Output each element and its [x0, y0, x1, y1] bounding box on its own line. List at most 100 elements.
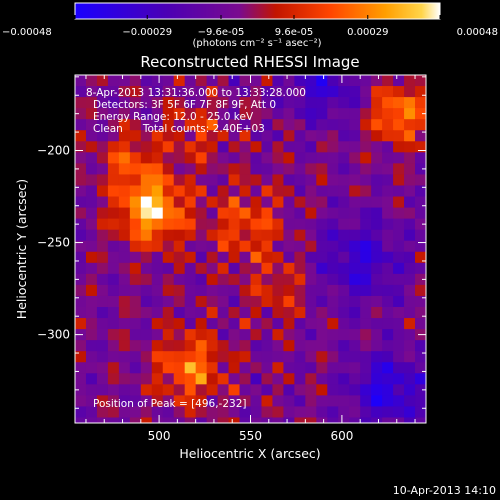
- heatmap-cell: [272, 318, 285, 330]
- heatmap-cell: [261, 229, 274, 242]
- heatmap-cell: [393, 295, 405, 308]
- heatmap-cell: [360, 307, 372, 319]
- heatmap-cell: [140, 340, 153, 352]
- heatmap-cell: [305, 185, 317, 198]
- heatmap-cell: [327, 119, 339, 131]
- heatmap-cell: [206, 384, 219, 396]
- heatmap-cell: [151, 351, 164, 363]
- heatmap-cell: [371, 207, 383, 220]
- heatmap-cell: [404, 351, 416, 363]
- heatmap-cell: [294, 196, 306, 209]
- heatmap-cell: [85, 97, 98, 109]
- heatmap-cell: [173, 163, 186, 176]
- heatmap-cell: [162, 185, 175, 198]
- heatmap-cell: [393, 119, 405, 131]
- heatmap-cell: [85, 373, 98, 385]
- heatmap-cell: [228, 141, 241, 153]
- heatmap-cell: [217, 119, 230, 131]
- heatmap-cell: [250, 351, 263, 363]
- heatmap-cell: [118, 340, 131, 352]
- heatmap-cell: [250, 218, 263, 231]
- heatmap-cell: [184, 97, 197, 109]
- heatmap-cell: [415, 218, 426, 231]
- heatmap-cell: [195, 329, 208, 341]
- heatmap-cell: [338, 251, 350, 264]
- heatmap-cell: [426, 417, 438, 429]
- heatmap-cell: [85, 395, 98, 408]
- heatmap-cell: [327, 207, 339, 220]
- heatmap-cell: [272, 240, 285, 253]
- heatmap-cell: [272, 185, 285, 198]
- heatmap-cell: [140, 141, 153, 153]
- heatmap-cell: [349, 218, 361, 231]
- heatmap-cell: [85, 406, 98, 419]
- heatmap-cell: [393, 406, 405, 419]
- heatmap-cell: [250, 75, 263, 87]
- heatmap-cell: [338, 273, 350, 286]
- heatmap-cell: [404, 218, 416, 231]
- heatmap-cell: [151, 318, 164, 330]
- heatmap-cell: [75, 196, 87, 209]
- heatmap-cell: [118, 395, 131, 408]
- colorbar-label: −0.00048: [2, 27, 52, 38]
- heatmap-cell: [338, 329, 350, 341]
- heatmap-cell: [217, 251, 230, 264]
- heatmap-cell: [382, 229, 394, 242]
- heatmap-cell: [360, 329, 372, 341]
- heatmap-cell: [272, 284, 285, 297]
- heatmap-cell: [426, 230, 438, 242]
- heatmap-cell: [305, 163, 317, 176]
- heatmap-cell: [75, 295, 87, 308]
- heatmap-cell: [173, 251, 186, 264]
- plot-area: [75, 75, 438, 429]
- heatmap-cell: [129, 207, 142, 220]
- heatmap-cell: [382, 395, 394, 408]
- y-axis-title: Heliocentric Y (arcsec): [14, 179, 29, 319]
- heatmap-cell: [184, 218, 197, 231]
- heatmap-cell: [140, 251, 153, 264]
- heatmap-cell: [206, 163, 219, 176]
- heatmap-cell: [426, 373, 438, 385]
- heatmap-cell: [294, 373, 306, 385]
- heatmap-cell: [349, 395, 361, 408]
- heatmap-cell: [261, 284, 274, 297]
- heatmap-cell: [327, 163, 339, 176]
- heatmap-cell: [217, 75, 230, 87]
- heatmap-cell: [206, 340, 219, 352]
- heatmap-cell: [426, 185, 438, 197]
- heatmap-cell: [184, 130, 197, 142]
- heatmap-cell: [349, 196, 361, 209]
- heatmap-cell: [217, 351, 230, 363]
- heatmap-cell: [85, 229, 98, 242]
- heatmap-cell: [338, 163, 350, 176]
- heatmap-cell: [107, 119, 120, 131]
- heatmap-cell: [272, 152, 285, 164]
- heatmap-cell: [349, 75, 361, 87]
- heatmap-cell: [426, 296, 438, 308]
- heatmap-cell: [393, 384, 405, 396]
- heatmap-cell: [349, 307, 361, 319]
- heatmap-cell: [162, 163, 175, 176]
- heatmap-cell: [283, 75, 295, 87]
- heatmap-cell: [305, 75, 317, 87]
- heatmap-cell: [327, 218, 339, 231]
- heatmap-cell: [283, 108, 295, 120]
- heatmap-cell: [173, 406, 186, 419]
- heatmap-cell: [173, 97, 186, 109]
- heatmap-cell: [250, 185, 263, 198]
- heatmap-cell: [371, 273, 383, 286]
- heatmap-cell: [338, 240, 350, 253]
- heatmap-cell: [85, 207, 98, 220]
- heatmap-cell: [338, 86, 350, 98]
- heatmap-cell: [360, 318, 372, 330]
- heatmap-cell: [75, 307, 87, 319]
- heatmap-cell: [426, 384, 438, 396]
- heatmap-cell: [75, 207, 87, 220]
- heatmap-cell: [261, 218, 274, 231]
- heatmap-cell: [349, 284, 361, 297]
- heatmap-cell: [217, 86, 230, 98]
- heatmap-cell: [349, 229, 361, 242]
- heatmap-cell: [140, 218, 153, 231]
- heatmap-cell: [118, 362, 131, 374]
- heatmap-cell: [415, 307, 426, 319]
